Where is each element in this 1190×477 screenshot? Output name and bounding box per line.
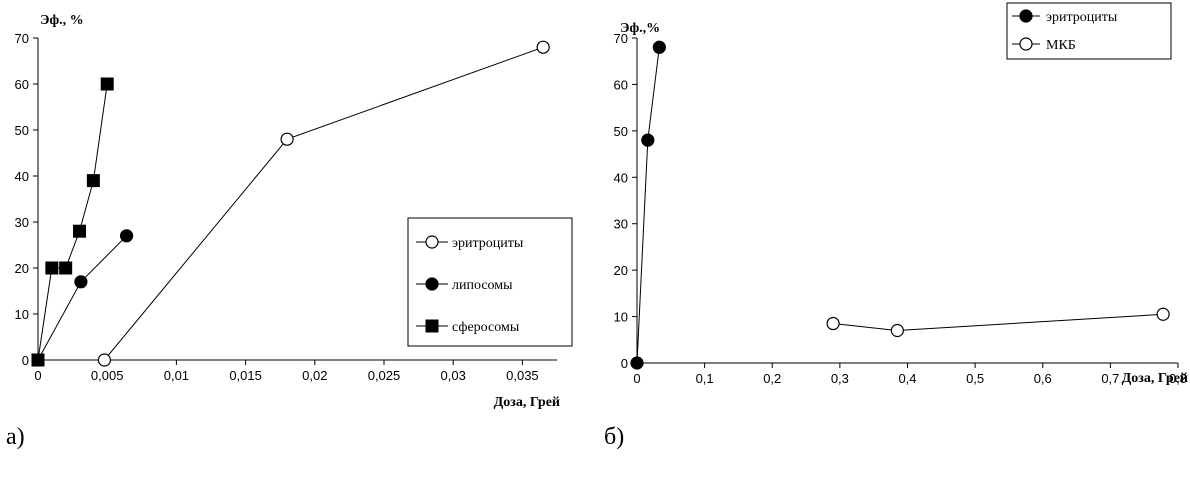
legend-label: эритроциты xyxy=(1046,10,1118,25)
data-point xyxy=(119,229,134,243)
series-line xyxy=(833,313,1164,332)
data-point xyxy=(73,224,87,238)
y-tick-label: 0 xyxy=(22,353,29,368)
y-tick-label: 20 xyxy=(614,263,628,278)
data-point xyxy=(74,275,88,289)
x-tick-label: 0,015 xyxy=(229,368,262,383)
chart-a: 0 10 20 30 40 50 60 70 0 0,005 0,01 0,015 0,02 0,025 0… xyxy=(15,13,573,410)
x-tick-label: 0,5 xyxy=(966,371,984,386)
data-point xyxy=(826,316,840,331)
x-tick-label: 0,025 xyxy=(368,368,401,383)
y-tick-label: 60 xyxy=(614,77,628,92)
x-axis-title: Доза, Грей xyxy=(1122,371,1188,386)
x-tick-label: 0,035 xyxy=(506,368,539,383)
x-tick-label: 0 xyxy=(633,371,640,386)
series-эритроциты xyxy=(97,40,550,367)
data-point xyxy=(59,261,73,275)
legend-label: сферосомы xyxy=(452,320,520,335)
y-tick-label: 20 xyxy=(15,261,29,276)
x-tick-label: 0,2 xyxy=(763,371,781,386)
x-axis-title: Доза, Грей xyxy=(494,395,560,410)
series-сферосомы xyxy=(31,77,114,367)
data-point xyxy=(652,40,666,54)
x-tick-label: 0,1 xyxy=(696,371,714,386)
legend-entry-эритроциты: эритроциты xyxy=(1012,9,1118,25)
legend-label: МКБ xyxy=(1046,38,1076,53)
legend: эритроциты МКБ xyxy=(1006,2,1172,60)
legend-marker xyxy=(1019,9,1033,23)
data-point xyxy=(890,323,904,338)
data-point xyxy=(630,356,644,370)
y-axis-title: Эф., % xyxy=(40,13,84,28)
x-tick-label: 0,6 xyxy=(1034,371,1052,386)
x-tick-label: 0,03 xyxy=(441,368,466,383)
y-tick-label: 30 xyxy=(15,215,29,230)
series-эритроциты xyxy=(630,40,666,370)
x-tick-label: 0,01 xyxy=(164,368,189,383)
chart-b: 0 10 20 30 40 50 60 70 0 0,1 0,2 0,3 0,4 0,5 0,6 0,7 0,8… xyxy=(614,2,1188,386)
series-line xyxy=(636,47,660,364)
legend-entry-липосомы: липосомы xyxy=(416,277,513,293)
panel-label-b: б) xyxy=(604,424,625,450)
data-point xyxy=(641,133,655,147)
series-мкб xyxy=(826,307,1170,338)
x-tick-label: 0 xyxy=(34,368,41,383)
legend-box xyxy=(1006,2,1172,60)
data-point xyxy=(100,77,114,91)
data-point xyxy=(45,261,59,275)
x-tick-label: 0,02 xyxy=(302,368,327,383)
x-tick-label: 0,4 xyxy=(898,371,916,386)
legend-marker xyxy=(425,277,439,291)
y-tick-label: 60 xyxy=(15,77,29,92)
legend-label: липосомы xyxy=(452,278,513,293)
y-axis-title: Эф.,% xyxy=(620,21,660,36)
data-point xyxy=(536,40,550,54)
panel-label-a: а) xyxy=(6,424,25,450)
legend-marker xyxy=(425,319,439,333)
legend: эритроциты липосомы сферосомы xyxy=(407,217,573,347)
y-tick-label: 30 xyxy=(614,217,628,232)
legend-marker xyxy=(425,235,439,249)
y-tick-label: 10 xyxy=(15,307,29,322)
legend-entry-эритроциты: эритроциты xyxy=(416,235,524,251)
legend-marker xyxy=(1019,37,1033,51)
legend-label: эритроциты xyxy=(452,236,524,251)
x-tick-label: 0,005 xyxy=(91,368,124,383)
series-line xyxy=(37,83,108,361)
y-tick-label: 50 xyxy=(614,124,628,139)
legend-entry-сферосомы: сферосомы xyxy=(416,319,520,335)
legend-entry-мкб: МКБ xyxy=(1012,37,1076,53)
x-tick-label: 0,7 xyxy=(1101,371,1119,386)
y-tick-label: 40 xyxy=(614,170,628,185)
x-tick-label: 0,3 xyxy=(831,371,849,386)
series-line xyxy=(37,235,127,361)
data-point xyxy=(86,174,100,188)
data-point xyxy=(1156,307,1170,321)
y-tick-label: 70 xyxy=(15,31,29,46)
x-tick-label: 0,8 xyxy=(1169,371,1187,386)
data-point xyxy=(31,353,45,367)
data-point xyxy=(280,132,294,146)
y-tick-label: 40 xyxy=(15,169,29,184)
y-tick-label: 0 xyxy=(621,356,628,371)
y-tick-label: 10 xyxy=(614,310,628,325)
y-tick-label: 70 xyxy=(614,31,628,46)
data-point xyxy=(97,353,112,367)
y-tick-label: 50 xyxy=(15,123,29,138)
